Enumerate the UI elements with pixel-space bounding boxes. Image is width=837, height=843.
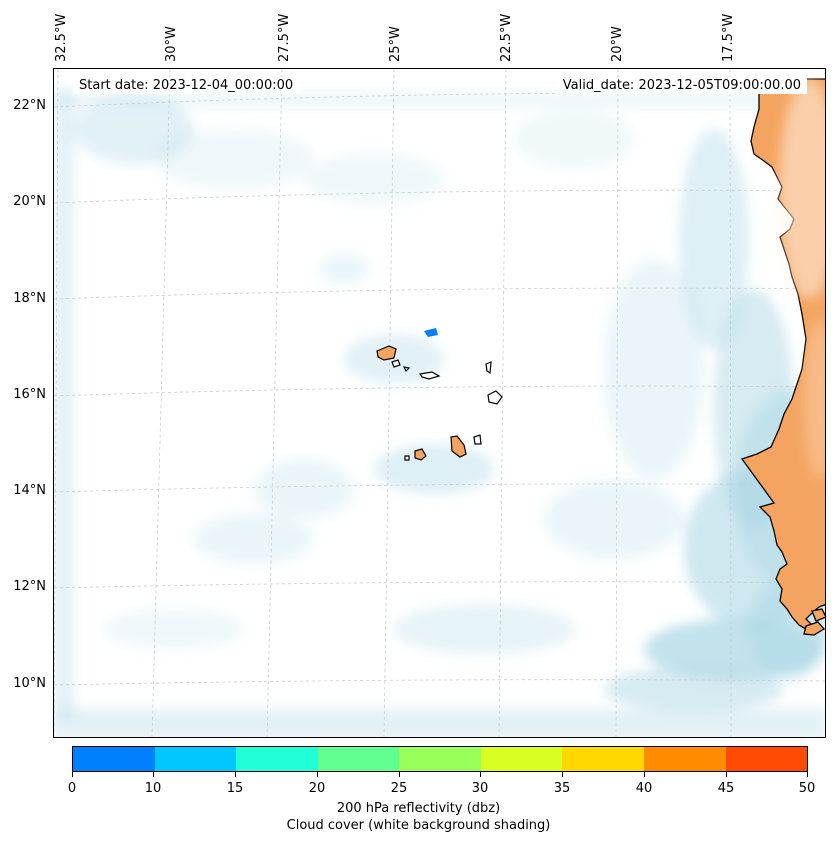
colorbar-bin-25-30 <box>399 747 481 771</box>
colorbar-tick-label: 15 <box>226 781 244 796</box>
colorbar-tick-label: 0 <box>67 781 77 796</box>
colorbar-tick-label: 10 <box>144 781 162 796</box>
map-canvas <box>54 69 825 737</box>
island-brava <box>404 455 410 461</box>
colorbar-tick-label: 40 <box>635 781 653 796</box>
lon-label-17-5w: 17.5°W <box>721 13 736 62</box>
lon-label-20w: 20°W <box>610 26 625 62</box>
reflectivity-colorbar <box>72 746 808 772</box>
colorbar-title: 200 hPa reflectivity (dbz) <box>336 801 501 816</box>
island-sao-vicente <box>391 359 401 368</box>
island-sal <box>485 361 492 375</box>
colorbar-tick <box>480 772 481 777</box>
island-santo-antao <box>376 345 397 361</box>
colorbar-tick <box>562 772 563 777</box>
lat-label-18n: 18°N <box>13 291 46 306</box>
lat-label-12n: 12°N <box>13 579 46 594</box>
colorbar-bin-0-10 <box>73 747 155 771</box>
colorbar-bin-35-40 <box>562 747 644 771</box>
island-boa-vista <box>487 390 503 405</box>
lon-label-27-5w: 27.5°W <box>277 13 292 62</box>
colorbar-subtitle: Cloud cover (white background shading) <box>286 818 551 833</box>
colorbar-bin-15-20 <box>236 747 318 771</box>
colorbar-tick <box>807 772 808 777</box>
colorbar-tick-label: 25 <box>390 781 408 796</box>
start-date-label: Start date: 2023-12-04_00:00:00 <box>73 77 300 94</box>
lat-label-16n: 16°N <box>13 387 46 402</box>
cape-verde-islands <box>376 345 503 461</box>
colorbar-tick-label: 50 <box>798 781 816 796</box>
island-santiago <box>450 435 467 458</box>
colorbar-tick <box>726 772 727 777</box>
colorbar-tick <box>644 772 645 777</box>
lon-label-25w: 25°W <box>388 26 403 62</box>
colorbar-tick <box>235 772 236 777</box>
colorbar-bin-30-35 <box>480 747 563 771</box>
lat-label-14n: 14°N <box>13 483 46 498</box>
desert-tint <box>779 79 825 479</box>
island-santa-luzia <box>402 366 411 373</box>
colorbar-tick <box>317 772 318 777</box>
colorbar-tick <box>72 772 73 777</box>
colorbar-tick-label: 30 <box>471 781 489 796</box>
colorbar-tick <box>153 772 154 777</box>
lat-label-22n: 22°N <box>13 98 46 113</box>
colorbar-tick-label: 35 <box>553 781 571 796</box>
colorbar-bin-40-45 <box>643 747 726 771</box>
reflectivity-cell <box>424 328 438 337</box>
map-panel[interactable]: Start date: 2023-12-04_00:00:00 Valid_da… <box>53 68 826 738</box>
lat-label-10n: 10°N <box>13 676 46 691</box>
island-sao-nicolau <box>418 371 441 380</box>
island-maio <box>473 434 482 445</box>
valid-date-label: Valid_date: 2023-12-05T09:00:00.00 <box>556 77 807 94</box>
colorbar-bin-10-15 <box>154 747 237 771</box>
lat-label-20n: 20°N <box>13 194 46 209</box>
colorbar-tick-label: 45 <box>717 781 735 796</box>
colorbar-tick-label: 20 <box>308 781 326 796</box>
lon-label-22-5w: 22.5°W <box>499 13 514 62</box>
lon-label-30w: 30°W <box>164 26 179 62</box>
colorbar-tick <box>399 772 400 777</box>
graticule <box>54 69 825 737</box>
colorbar-bin-45-50 <box>725 747 808 771</box>
lon-label-32-5w: 32.5°W <box>54 13 69 62</box>
cloud-cover-shading <box>54 89 825 737</box>
island-fogo <box>414 448 427 461</box>
colorbar-bin-20-25 <box>317 747 400 771</box>
